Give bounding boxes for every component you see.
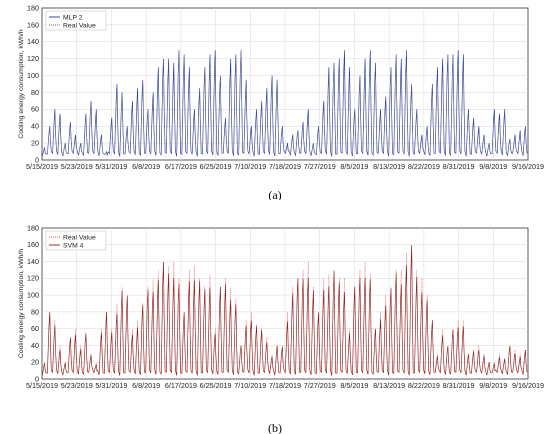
x-tick-label: 6/25/2019 <box>200 162 232 171</box>
x-tick-label: 7/27/2019 <box>304 162 336 171</box>
chart-a: (a) 0 20 40 60 80 100 120 140 160 180 5/15/2019 5/2… <box>18 3 544 200</box>
caption-b: (b) <box>268 421 282 434</box>
y-tick-label: 180 <box>27 223 39 232</box>
y-tick-label: 160 <box>27 240 39 249</box>
y-axis-label: Cooling energy consumption, kWh/h <box>18 29 25 138</box>
legend-b <box>45 230 107 251</box>
y-tick-label: 60 <box>31 105 39 114</box>
y-tick-label: 120 <box>27 54 39 63</box>
x-tick-label: 8/31/2019 <box>443 381 475 390</box>
x-tick-label: 5/23/2019 <box>61 162 93 171</box>
x-tick-label: 5/31/2019 <box>95 381 127 390</box>
x-tick-label: 5/23/2019 <box>61 381 93 390</box>
x-tick-label: 7/27/2019 <box>304 381 336 390</box>
legend-a <box>45 10 107 31</box>
y-tick-label: 100 <box>27 291 39 300</box>
legend-label: Real Value <box>63 22 96 29</box>
caption-a: (a) <box>268 188 281 200</box>
x-tick-label: 7/18/2019 <box>269 162 301 171</box>
x-tick-label: 5/31/2019 <box>95 162 127 171</box>
y-tick-label: 60 <box>31 324 39 333</box>
x-tick-label: 6/17/2019 <box>165 381 197 390</box>
x-tick-label: 7/10/2019 <box>234 162 266 171</box>
y-tick-label: 120 <box>27 274 39 283</box>
x-tick-label: 6/25/2019 <box>200 381 232 390</box>
x-tick-label: 8/13/2019 <box>373 162 405 171</box>
y-tick-label: 80 <box>31 88 39 97</box>
x-tick-label: 5/15/2019 <box>26 381 58 390</box>
y-tick-label: 40 <box>31 341 39 350</box>
x-tick-label: 9/16/2019 <box>512 381 544 390</box>
x-tick-label: 8/13/2019 <box>373 381 405 390</box>
legend-label: Real Value <box>63 234 96 241</box>
y-tick-label: 100 <box>27 71 39 80</box>
x-tick-label: 8/22/2019 <box>408 381 440 390</box>
y-tick-label: 0 <box>35 155 39 164</box>
x-tick-label: 9/8/2019 <box>479 381 507 390</box>
y-tick-label: 180 <box>27 3 39 12</box>
x-tick-label: 8/22/2019 <box>408 162 440 171</box>
x-tick-label: 9/16/2019 <box>512 162 544 171</box>
x-tick-label: 6/17/2019 <box>165 162 197 171</box>
legend-label: MLP 2 <box>63 14 83 21</box>
legend-label: SVM 4 <box>63 242 84 249</box>
x-tick-label: 6/8/2019 <box>132 162 160 171</box>
x-tick-label: 8/31/2019 <box>443 162 475 171</box>
y-tick-label: 140 <box>27 257 39 266</box>
x-tick-label: 8/5/2019 <box>340 381 368 390</box>
series-real-value-line <box>42 50 528 157</box>
y-tick-label: 40 <box>31 122 39 131</box>
x-tick-label: 8/5/2019 <box>340 162 368 171</box>
x-tick-label: 6/8/2019 <box>132 381 160 390</box>
x-tick-label: 7/10/2019 <box>234 381 266 390</box>
y-tick-label: 0 <box>35 374 39 383</box>
y-tick-label: 20 <box>31 358 39 367</box>
y-tick-label: 160 <box>27 20 39 29</box>
y-tick-label: 140 <box>27 37 39 46</box>
x-tick-label: 9/8/2019 <box>479 162 507 171</box>
y-tick-label: 80 <box>31 307 39 316</box>
y-tick-label: 20 <box>31 139 39 148</box>
series-svm-4-line <box>42 245 528 377</box>
x-tick-label: 5/15/2019 <box>26 162 58 171</box>
x-tick-label: 7/18/2019 <box>269 381 301 390</box>
chart-b: (b) 0 20 40 60 80 100 120 140 160 180 5/15/2019 5/2… <box>18 223 544 434</box>
y-axis-label: Cooling energy consumption, kWh/h <box>18 249 25 358</box>
